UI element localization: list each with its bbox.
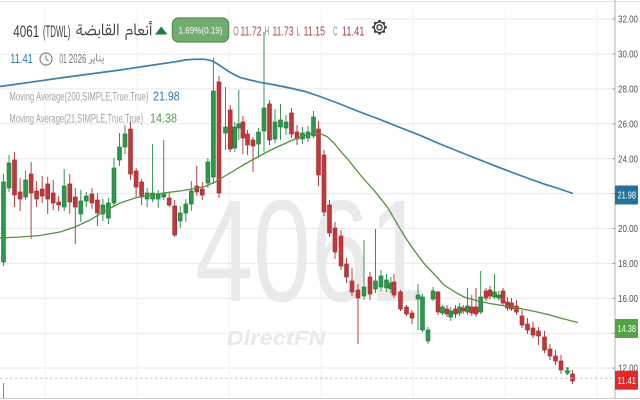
svg-text:Moving Average(200,SIMPLE,True: Moving Average(200,SIMPLE,True,True): [9, 92, 148, 104]
svg-text:11.41: 11.41: [618, 375, 637, 387]
svg-text:18.00: 18.00: [618, 258, 638, 270]
svg-text:32.00: 32.00: [618, 14, 638, 26]
svg-text:24.00: 24.00: [618, 153, 638, 165]
svg-text:11.41: 11.41: [10, 51, 33, 66]
svg-text:14.38: 14.38: [150, 112, 177, 126]
svg-text:30.00: 30.00: [618, 49, 638, 61]
svg-text:DirectFN: DirectFN: [227, 328, 327, 350]
svg-text:4061: 4061: [195, 170, 427, 332]
svg-text:14.38: 14.38: [618, 323, 637, 335]
svg-text:Moving Average(21,SIMPLE,True,: Moving Average(21,SIMPLE,True,True): [9, 114, 143, 126]
svg-text:21.98: 21.98: [153, 90, 180, 104]
svg-text:11.41: 11.41: [342, 23, 365, 38]
svg-text:O: O: [233, 23, 239, 38]
svg-text:11.15: 11.15: [304, 23, 326, 38]
svg-text:28.00: 28.00: [618, 84, 638, 96]
svg-text:11.72: 11.72: [241, 23, 262, 38]
svg-text:2026: 2026: [69, 51, 87, 66]
svg-text:C: C: [333, 23, 337, 38]
svg-text:4061: 4061: [13, 22, 39, 41]
svg-text:1.69%(0.19): 1.69%(0.19): [179, 26, 223, 37]
svg-text:20.00: 20.00: [618, 223, 638, 235]
svg-text:11.73: 11.73: [273, 23, 294, 38]
svg-text:L: L: [297, 23, 301, 38]
svg-text:16.00: 16.00: [618, 293, 638, 305]
svg-text:21.98: 21.98: [618, 190, 637, 202]
svg-text:(TDWL): (TDWL): [43, 22, 70, 41]
svg-text:26.00: 26.00: [618, 118, 638, 130]
svg-text:01: 01: [59, 51, 66, 66]
svg-text:H: H: [265, 23, 270, 38]
